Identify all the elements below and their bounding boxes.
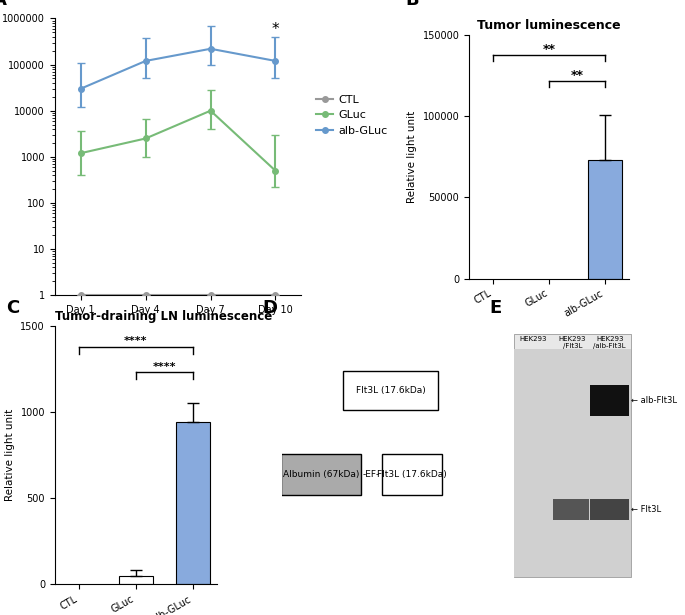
Text: *: * xyxy=(272,22,279,37)
Y-axis label: Relative light unit: Relative light unit xyxy=(407,111,417,203)
FancyBboxPatch shape xyxy=(281,454,360,495)
Bar xyxy=(590,499,629,520)
FancyBboxPatch shape xyxy=(382,454,442,495)
Text: B: B xyxy=(405,0,419,9)
Y-axis label: Relative light unit: Relative light unit xyxy=(5,409,15,501)
Bar xyxy=(514,334,631,576)
Text: Flt3L (17.6kDa): Flt3L (17.6kDa) xyxy=(377,470,447,479)
Bar xyxy=(553,499,588,520)
Text: C: C xyxy=(6,299,19,317)
Bar xyxy=(175,423,210,584)
FancyBboxPatch shape xyxy=(342,371,438,410)
Bar xyxy=(590,386,629,416)
Bar xyxy=(119,576,153,584)
Bar xyxy=(514,349,631,576)
Text: ****: **** xyxy=(124,336,148,346)
Text: D: D xyxy=(262,299,277,317)
Text: A: A xyxy=(0,0,7,9)
Text: ← alb-Flt3L: ← alb-Flt3L xyxy=(631,396,677,405)
Legend: CTL, GLuc, alb-GLuc: CTL, GLuc, alb-GLuc xyxy=(312,90,393,140)
Text: **: ** xyxy=(543,42,556,55)
Text: -EF-: -EF- xyxy=(362,470,379,479)
Bar xyxy=(588,160,622,279)
Text: **: ** xyxy=(571,68,584,82)
Text: HEK293: HEK293 xyxy=(520,336,547,343)
Text: E: E xyxy=(490,299,502,317)
Text: HEK293
/Flt3L: HEK293 /Flt3L xyxy=(558,336,586,349)
Text: Flt3L (17.6kDa): Flt3L (17.6kDa) xyxy=(356,386,425,395)
Text: Albumin (67kDa): Albumin (67kDa) xyxy=(283,470,359,479)
Text: Tumor-draining LN luminescence: Tumor-draining LN luminescence xyxy=(55,311,272,323)
Text: ← Flt3L: ← Flt3L xyxy=(631,505,661,514)
Title: Tumor luminescence: Tumor luminescence xyxy=(477,20,621,33)
Text: HEK293
/alb-Flt3L: HEK293 /alb-Flt3L xyxy=(593,336,626,349)
Text: ****: **** xyxy=(153,362,176,371)
